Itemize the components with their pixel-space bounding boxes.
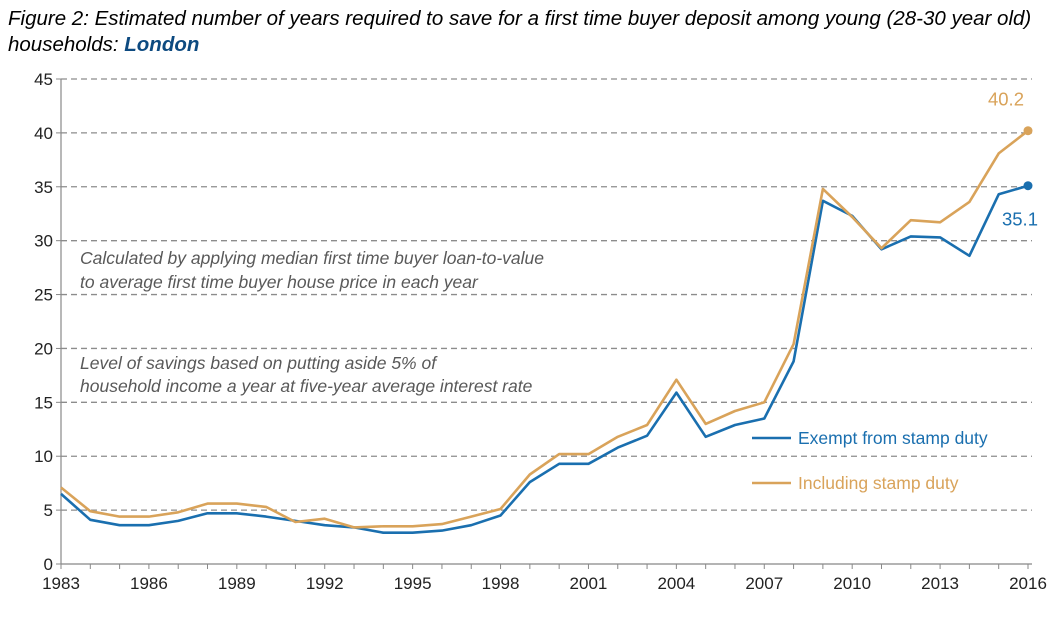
series-line-including xyxy=(60,129,1029,529)
y-tick-label-5: 5 xyxy=(44,501,53,520)
chart-title-text: Figure 2: Estimated number of years requ… xyxy=(8,7,1032,56)
chart-title: Figure 2: Estimated number of years requ… xyxy=(8,6,1053,58)
grid-lines xyxy=(61,78,1032,511)
y-tick-label-25: 25 xyxy=(34,286,53,305)
y-tick-label-40: 40 xyxy=(34,124,53,143)
x-axis-ticks: 1983 1986 1989 1992 1995 1998 2001 2004 2007 2010… xyxy=(42,564,1047,593)
x-tick-label-2007: 2007 xyxy=(745,574,783,593)
annotation-line-4: household income a year at five-year ave… xyxy=(80,376,533,396)
end-point-including xyxy=(1023,126,1033,136)
y-tick-label-45: 45 xyxy=(34,70,53,89)
x-tick-label-1992: 1992 xyxy=(306,574,344,593)
y-axis-ticks: 0 5 10 15 20 25 30 35 40 45 xyxy=(34,70,61,574)
y-tick-label-0: 0 xyxy=(44,555,53,574)
y-tick-label-30: 30 xyxy=(34,232,53,251)
y-tick-label-15: 15 xyxy=(34,393,53,412)
annotation-line-1: Calculated by applying median first time… xyxy=(80,248,544,268)
x-tick-label-1986: 1986 xyxy=(130,574,168,593)
legend-label-0: Exempt from stamp duty xyxy=(798,428,988,448)
axes xyxy=(60,79,1032,565)
x-tick-label-1989: 1989 xyxy=(218,574,256,593)
x-tick-label-2004: 2004 xyxy=(657,574,695,593)
annotations: Calculated by applying median first time… xyxy=(80,248,544,396)
x-tick-label-2001: 2001 xyxy=(570,574,608,593)
x-tick-label-2013: 2013 xyxy=(921,574,959,593)
x-tick-label-1998: 1998 xyxy=(482,574,520,593)
legend: Exempt from stamp duty Including stamp du… xyxy=(752,428,988,493)
series-lines: 35.1 40.2 xyxy=(60,89,1038,534)
y-tick-label-10: 10 xyxy=(34,447,53,466)
x-tick-label-1983: 1983 xyxy=(42,574,80,593)
end-point-exempt xyxy=(1023,181,1033,191)
y-tick-label-35: 35 xyxy=(34,178,53,197)
end-label-including: 40.2 xyxy=(988,89,1024,110)
x-tick-label-2016: 2016 xyxy=(1009,574,1047,593)
y-tick-label-20: 20 xyxy=(34,339,53,358)
annotation-line-2: to average first time buyer house price … xyxy=(80,272,479,292)
legend-label-1: Including stamp duty xyxy=(798,473,959,493)
chart-title-highlight: London xyxy=(124,33,200,56)
annotation-line-3: Level of savings based on putting aside … xyxy=(80,353,438,373)
x-tick-label-2010: 2010 xyxy=(833,574,871,593)
x-tick-label-1995: 1995 xyxy=(394,574,432,593)
end-label-exempt: 35.1 xyxy=(1002,209,1038,230)
